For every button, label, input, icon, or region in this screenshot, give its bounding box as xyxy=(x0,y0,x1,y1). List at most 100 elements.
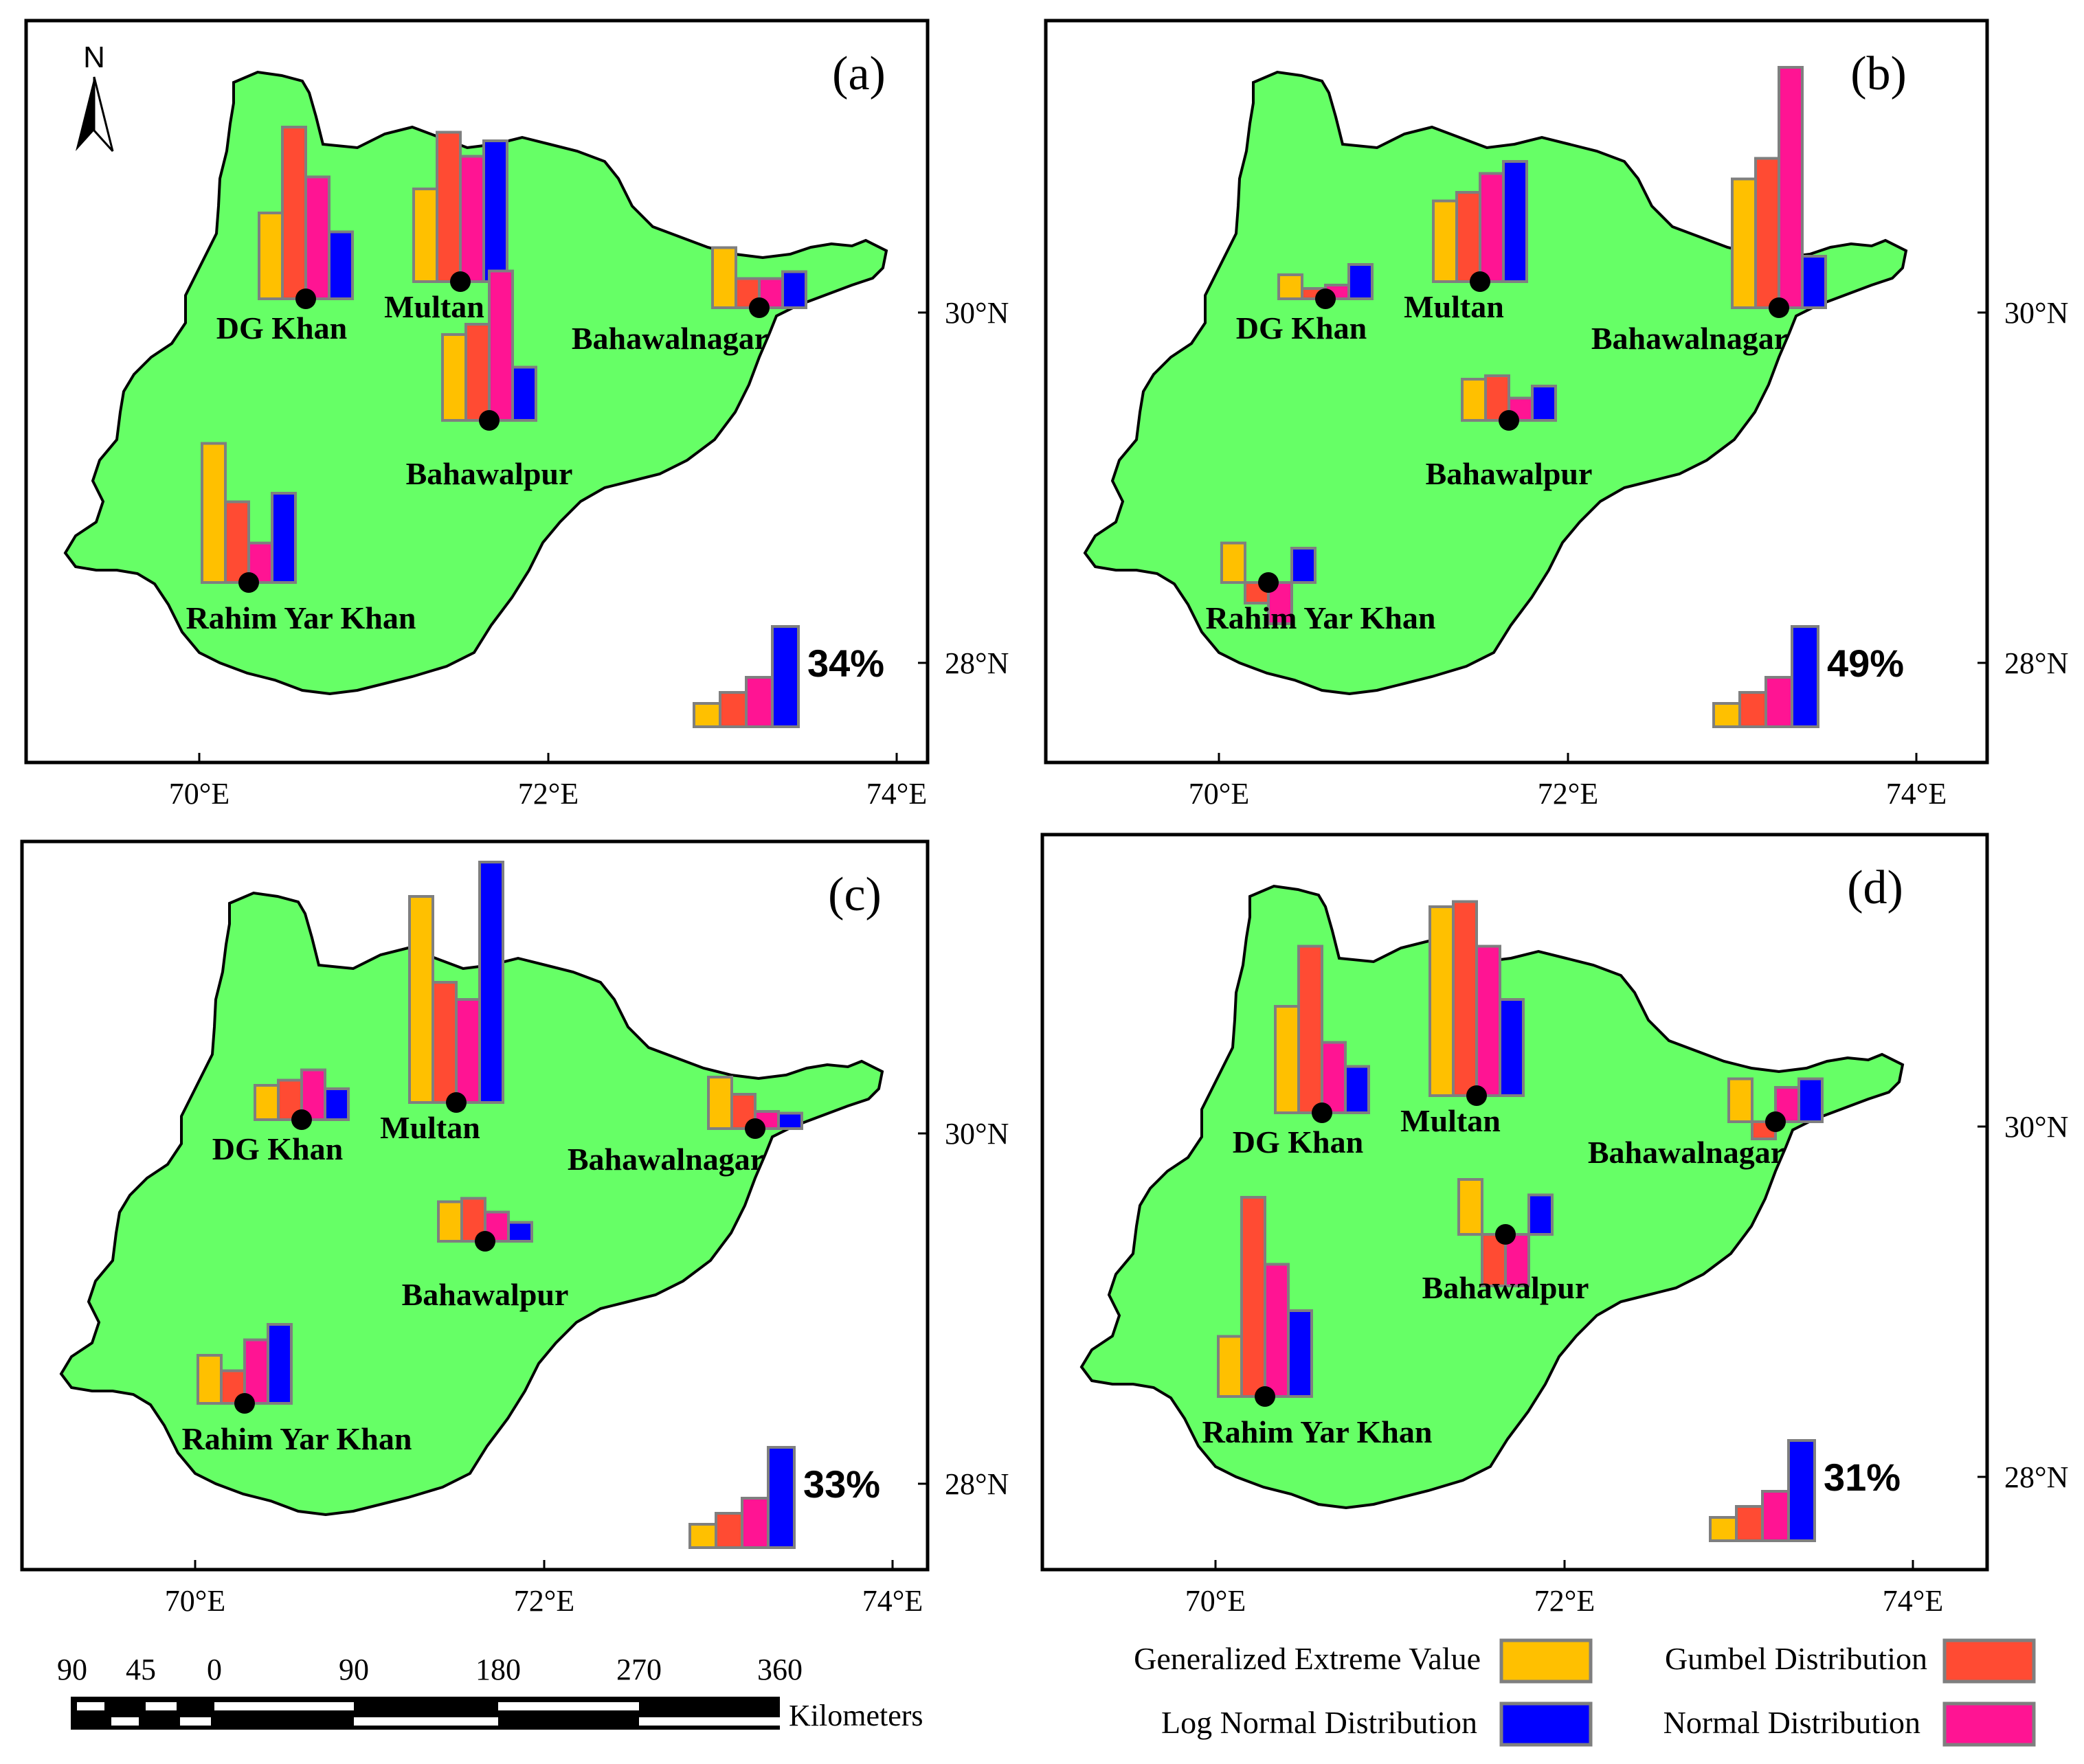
site-chart: Rahim Yar Khan xyxy=(186,442,416,635)
bar-normal xyxy=(1475,945,1501,1097)
legend-label-gumbel: Gumbel Distribution xyxy=(1665,1641,1927,1676)
site-marker xyxy=(749,297,770,318)
bar-gev xyxy=(707,1076,733,1130)
site-chart: Bahawalnagar xyxy=(572,246,807,356)
site-chart: Multan xyxy=(384,131,508,324)
bar-normal xyxy=(1321,1041,1347,1114)
bar-gumbel xyxy=(224,500,250,584)
lat-tick-label: 30°N xyxy=(945,1117,1009,1151)
map-panel-c: (c) 70°E 72°E 74°E 30°N 28°N DG Khan Multan Baha… xyxy=(20,839,1009,1618)
bar-gev xyxy=(1731,177,1757,309)
lon-tick-label: 70°E xyxy=(169,777,229,811)
site-label: DG Khan xyxy=(1236,310,1367,346)
bar-gumbel xyxy=(735,277,761,309)
site-marker xyxy=(450,271,471,292)
site-marker xyxy=(475,1231,495,1252)
lat-tick-label: 30°N xyxy=(2004,296,2068,330)
percent-key: 49% xyxy=(1712,625,1904,728)
site-marker xyxy=(1769,297,1789,318)
bar-lognormal xyxy=(482,139,508,283)
lon-tick-label: 74°E xyxy=(862,1584,923,1618)
key-bar-gev xyxy=(688,1523,717,1549)
bar-gumbel xyxy=(220,1369,246,1405)
site-chart: DG Khan xyxy=(1233,945,1370,1160)
lat-tick-label: 30°N xyxy=(945,296,1009,330)
lat-tick-label: 28°N xyxy=(945,646,1009,680)
bar-gev xyxy=(412,188,438,283)
site-label: DG Khan xyxy=(1233,1124,1363,1160)
scale-tick-label: 360 xyxy=(757,1653,803,1686)
bar-gumbel xyxy=(436,131,462,283)
bar-gev xyxy=(408,895,434,1104)
site-marker xyxy=(1499,410,1519,431)
scale-bar: 90 45 0 90 180 270 360 Kilometers xyxy=(57,1653,923,1732)
key-bar-lognormal xyxy=(767,1446,796,1549)
panel-label: (a) xyxy=(832,47,886,100)
panel-label: (c) xyxy=(828,868,882,921)
site-label: Multan xyxy=(384,289,484,324)
bar-normal xyxy=(459,155,485,283)
figure-legend-area: 90 45 0 90 180 270 360 Kilometers Generalized Ex… xyxy=(57,1638,2036,1747)
legend-swatch-normal xyxy=(1942,1701,2036,1747)
site-label: Bahawalnagar xyxy=(1591,321,1788,356)
site-chart: Bahawalpur xyxy=(402,1197,568,1312)
lat-tick-label: 28°N xyxy=(2004,1460,2068,1494)
bar-lognormal xyxy=(478,861,504,1104)
distribution-legend: Generalized Extreme Value Gumbel Distribu… xyxy=(1134,1638,2036,1747)
site-marker xyxy=(238,572,259,593)
site-chart: Rahim Yar Khan xyxy=(1202,1196,1432,1449)
bar-lognormal xyxy=(1344,1065,1370,1114)
site-label: Multan xyxy=(1400,1103,1501,1138)
map-panel-d: (d) 70°E 72°E 74°E 30°N 28°N DG Khan Multan Baha… xyxy=(1040,833,2068,1618)
bar-gumbel xyxy=(1754,157,1780,309)
scale-tick-label: 90 xyxy=(339,1653,369,1686)
key-bar-gumbel xyxy=(1735,1505,1764,1542)
site-chart: DG Khan xyxy=(216,126,354,346)
lat-tick-label: 28°N xyxy=(945,1467,1009,1501)
panel-label: (d) xyxy=(1847,861,1903,914)
bar-gev xyxy=(1277,273,1303,300)
lon-tick-label: 70°E xyxy=(1185,1584,1246,1618)
bar-lognormal xyxy=(1502,160,1528,283)
percent-key: 31% xyxy=(1709,1439,1901,1542)
bar-normal xyxy=(488,269,514,422)
site-marker xyxy=(446,1092,467,1113)
site-label: Bahawalpur xyxy=(1422,1270,1589,1305)
site-label: DG Khan xyxy=(216,310,347,346)
bar-gev xyxy=(1428,905,1455,1097)
key-bar-normal xyxy=(745,676,774,728)
site-chart: DG Khan xyxy=(1236,263,1374,346)
bar-gumbel xyxy=(1240,1196,1266,1398)
key-bar-gev xyxy=(1709,1516,1738,1542)
map-panel-b: (b) 70°E 72°E 74°E 30°N 28°N DG Khan Multan Baha… xyxy=(1044,19,2068,811)
scale-tick-label: 90 xyxy=(57,1653,87,1686)
scale-unit: Kilometers xyxy=(789,1699,923,1732)
key-bar-lognormal xyxy=(1787,1439,1816,1542)
bar-gev xyxy=(437,1200,463,1243)
site-label: Bahawalpur xyxy=(406,456,573,491)
lon-tick-label: 74°E xyxy=(1886,777,1947,811)
north-label: N xyxy=(83,41,105,74)
key-bar-gumbel xyxy=(715,1512,743,1549)
key-bar-normal xyxy=(1761,1490,1790,1542)
scale-tick-label: 45 xyxy=(126,1653,156,1686)
bar-lognormal xyxy=(777,1111,803,1130)
percent-key: 33% xyxy=(688,1446,880,1549)
key-bar-gumbel xyxy=(1738,691,1767,728)
site-chart: Bahawalpur xyxy=(406,269,573,491)
bar-gev xyxy=(1432,199,1458,283)
site-marker xyxy=(1315,289,1336,309)
bar-lognormal xyxy=(324,1087,350,1121)
bar-gev xyxy=(441,333,467,422)
key-bar-gumbel xyxy=(719,691,748,728)
site-chart: Rahim Yar Khan xyxy=(1206,541,1436,635)
site-label: Bahawalnagar xyxy=(1588,1135,1784,1170)
site-label: Rahim Yar Khan xyxy=(1206,600,1436,635)
key-bar-lognormal xyxy=(771,625,800,728)
site-chart: Bahawalnagar xyxy=(1588,1077,1824,1170)
bar-lognormal xyxy=(1527,1193,1554,1236)
bar-gev xyxy=(1457,1178,1483,1236)
key-bar-lognormal xyxy=(1791,625,1819,728)
site-marker xyxy=(1312,1102,1332,1123)
scale-tick-label: 0 xyxy=(207,1653,222,1686)
